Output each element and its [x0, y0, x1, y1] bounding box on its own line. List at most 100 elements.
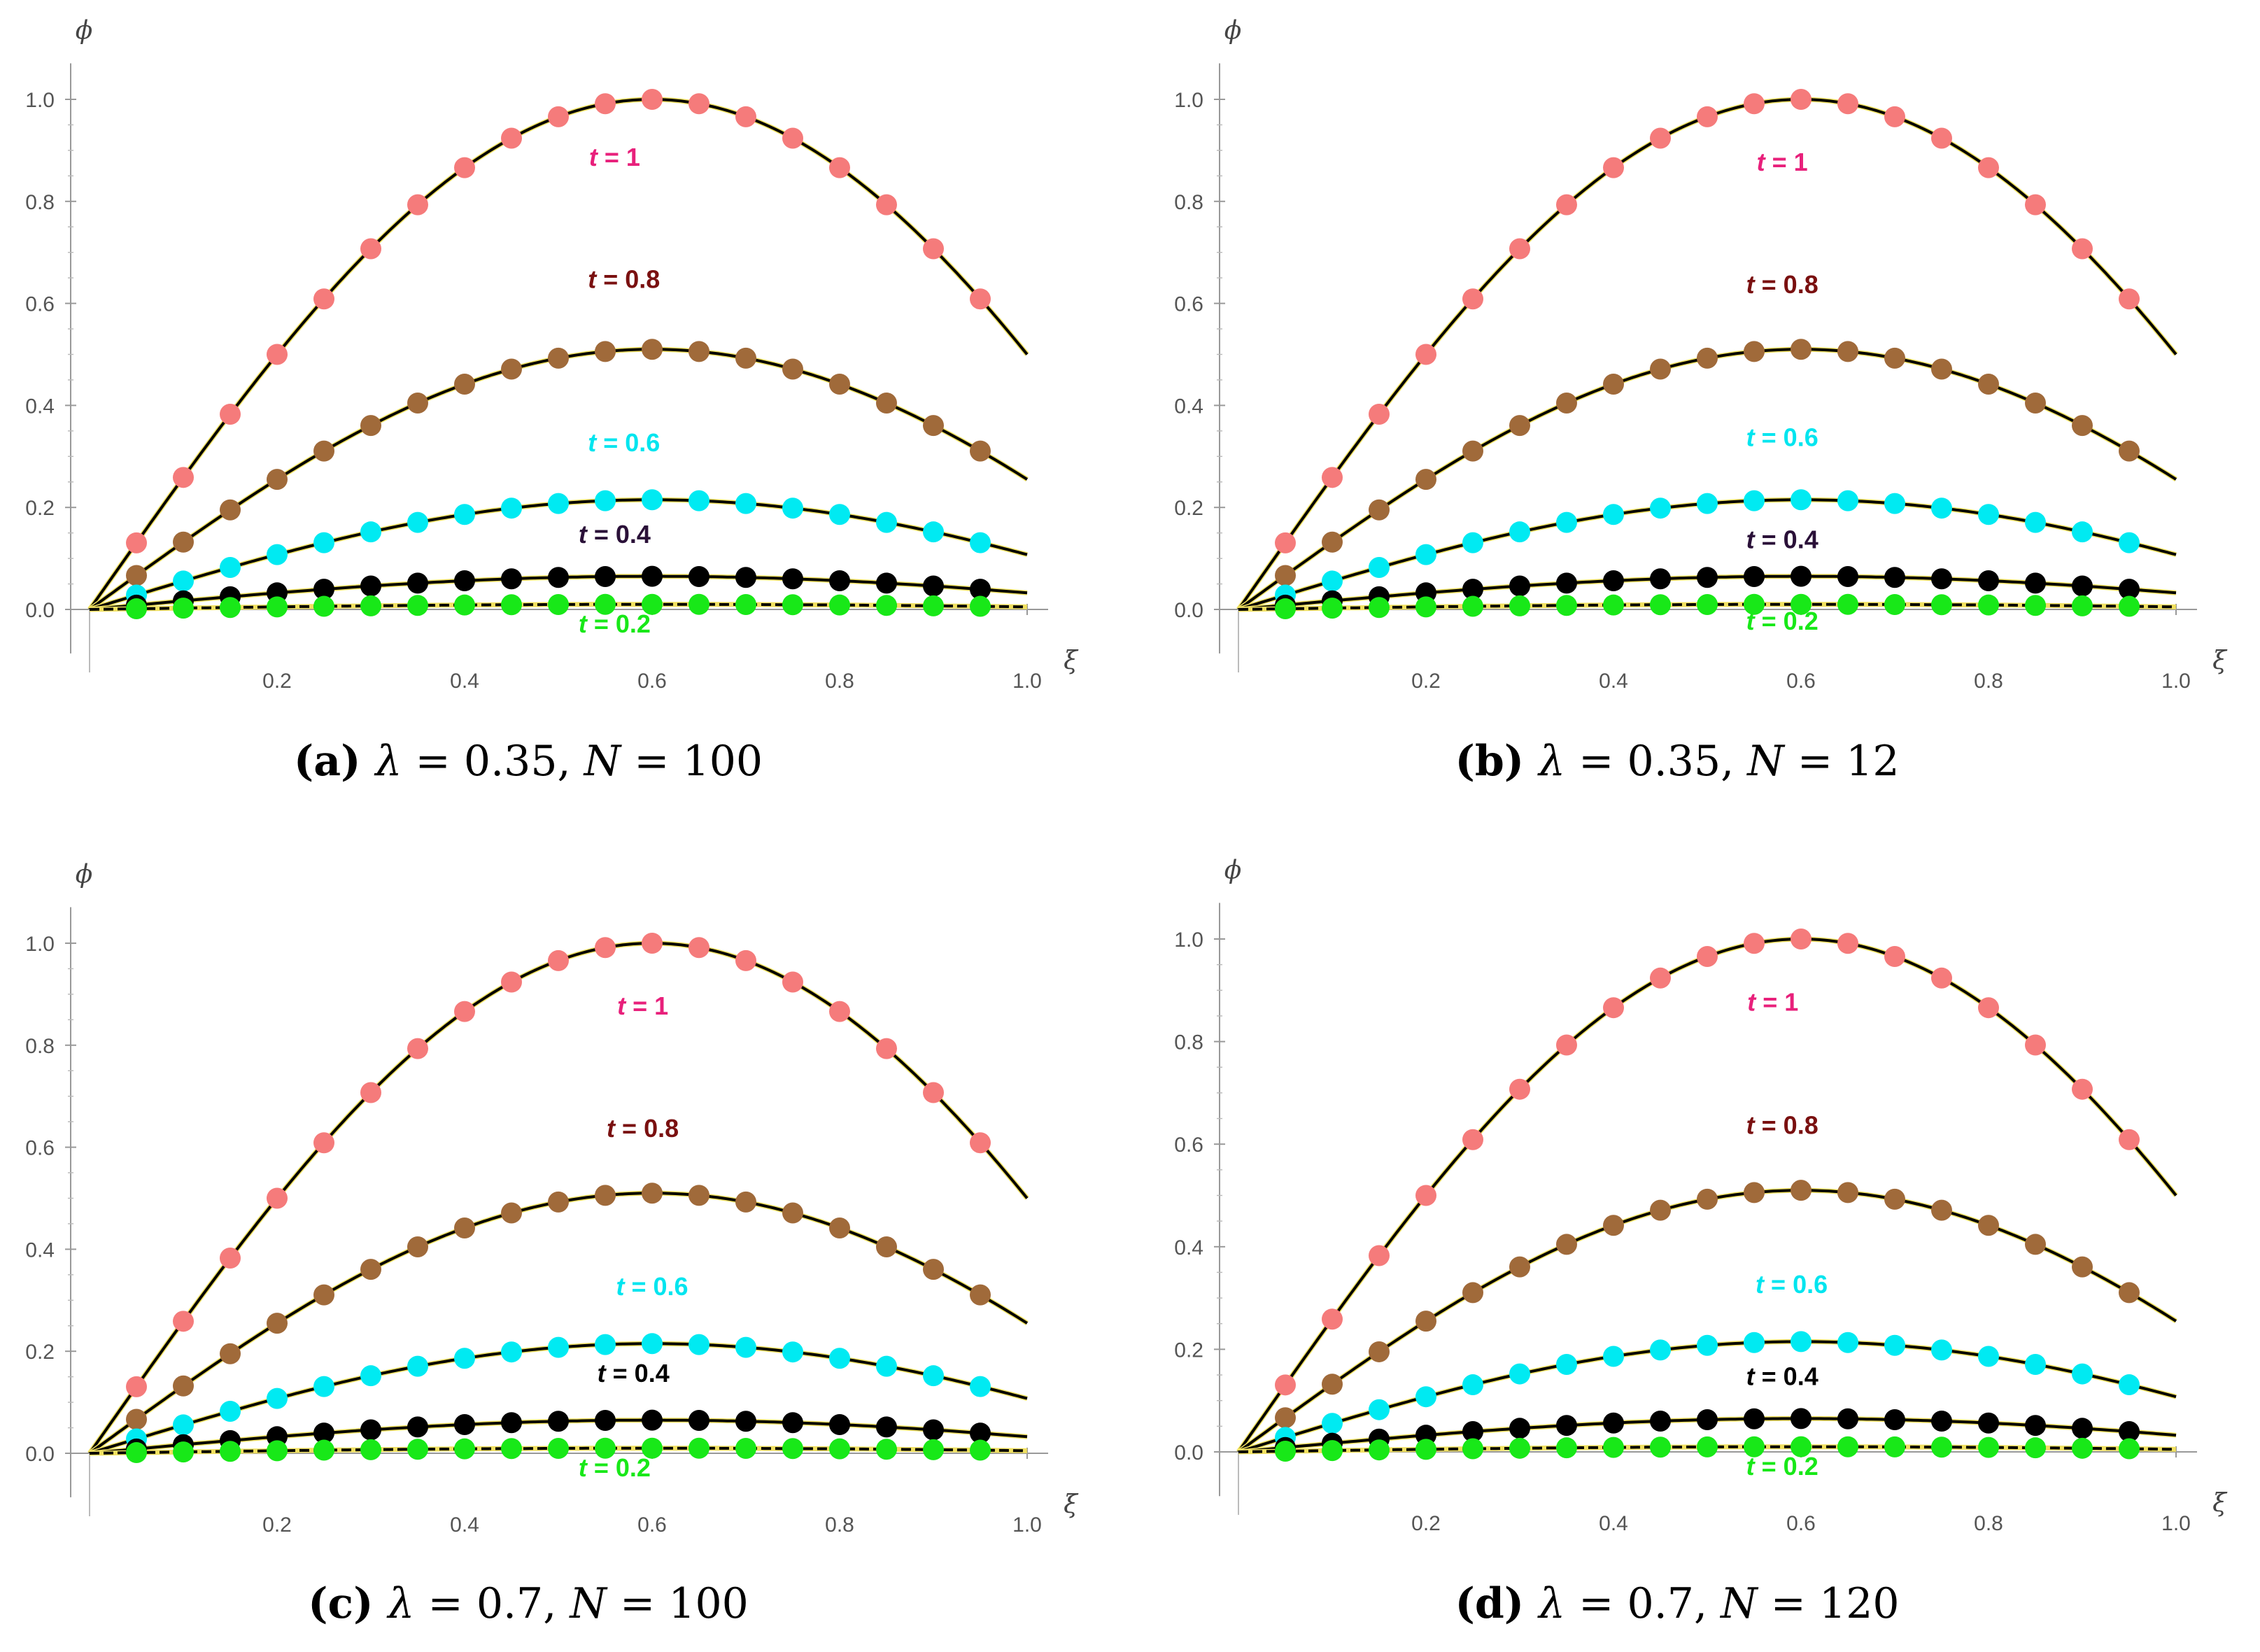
series-label: t = 0.6 — [588, 428, 660, 457]
data-point — [1556, 1415, 1577, 1436]
data-point — [1322, 1308, 1343, 1330]
data-point — [126, 532, 147, 553]
data-point — [360, 1439, 381, 1460]
data-point — [1603, 997, 1624, 1019]
series-label-t: t — [1756, 1270, 1765, 1299]
data-point — [1697, 493, 1718, 514]
data-point — [970, 440, 991, 462]
data-point — [548, 1336, 569, 1358]
data-point — [220, 1401, 241, 1422]
data-point — [688, 93, 709, 115]
caption-n-symbol: N — [583, 737, 635, 786]
panel-caption: (c) λ = 0.7, N = 100 — [308, 1579, 749, 1628]
data-point — [501, 568, 522, 590]
data-point — [1369, 499, 1390, 521]
data-point — [1462, 1438, 1483, 1460]
y-tick-label: 1.0 — [1174, 929, 1203, 952]
data-point — [1837, 1436, 1858, 1457]
data-point — [1369, 1341, 1390, 1362]
series-label-t: t — [1746, 525, 1756, 554]
data-point — [407, 1355, 428, 1377]
data-point — [454, 594, 475, 616]
data-point — [829, 1413, 850, 1435]
data-point — [1744, 1436, 1765, 1457]
data-point — [407, 1416, 428, 1438]
series-label: t = 0.2 — [1746, 1452, 1818, 1481]
data-point — [1697, 347, 1718, 369]
data-point — [548, 1191, 569, 1213]
data-point — [1369, 404, 1390, 425]
data-point — [1744, 1182, 1765, 1203]
data-point — [1509, 415, 1530, 437]
chart-panel-a: 0.2 0.4 0.6 0.8 1.0 0.0 0.2 0.4 0.6 0.8 1.0 ϕ ξ t = 1… — [25, 17, 1079, 786]
series-label-t: t — [1746, 607, 1756, 635]
data-point — [1791, 565, 1811, 587]
data-point — [876, 1236, 897, 1258]
data-point — [923, 575, 944, 597]
data-point — [407, 1236, 428, 1258]
data-point — [454, 374, 475, 395]
data-point — [173, 598, 194, 619]
x-axis-label: ξ — [2212, 647, 2228, 675]
series-label-value: = 1 — [1756, 988, 1798, 1017]
data-point — [454, 504, 475, 525]
data-point — [970, 1132, 991, 1154]
y-tick-label: 0.4 — [1174, 1236, 1203, 1259]
data-point — [1837, 341, 1858, 362]
series-label-t: t — [1746, 1362, 1756, 1391]
data-point — [1415, 1439, 1436, 1460]
caption-lambda-value: = 0.35, — [416, 737, 584, 786]
y-tick-label: 0.0 — [25, 1443, 55, 1466]
data-point — [1462, 440, 1483, 462]
data-point — [1837, 593, 1858, 615]
caption-lambda-symbol: λ — [386, 1579, 428, 1628]
data-point — [1884, 1436, 1905, 1457]
data-point — [1884, 593, 1905, 615]
data-point — [970, 1422, 991, 1444]
data-point — [173, 1311, 194, 1332]
data-point — [2119, 1129, 2140, 1150]
caption-n-value: = 12 — [1798, 737, 1900, 786]
data-point — [1791, 339, 1811, 360]
data-point — [1650, 1410, 1671, 1432]
data-point — [501, 1412, 522, 1434]
data-point — [1650, 1436, 1671, 1458]
data-point — [2072, 575, 2093, 597]
data-point — [1275, 598, 1296, 620]
data-point — [1650, 1339, 1671, 1361]
data-point — [1697, 106, 1718, 127]
data-point — [2025, 511, 2046, 533]
series-label-t: t — [579, 520, 588, 549]
series-label-t: t — [617, 991, 627, 1020]
y-axis-label: ϕ — [1224, 17, 1242, 45]
data-point — [735, 1191, 756, 1213]
data-point — [2119, 532, 2140, 553]
data-point — [1369, 557, 1390, 579]
data-point — [1556, 393, 1577, 414]
series-label: t = 1 — [589, 143, 640, 171]
data-point — [548, 347, 569, 369]
x-tick-label: 0.8 — [1974, 1512, 2003, 1535]
data-point — [360, 1082, 381, 1103]
data-point — [876, 1439, 897, 1460]
data-point — [923, 521, 944, 543]
data-point — [876, 1416, 897, 1438]
data-point — [1556, 1234, 1577, 1255]
chart-panel-b: 0.2 0.4 0.6 0.8 1.0 0.0 0.2 0.4 0.6 0.8 1.0 ϕ ξ t = 1… — [1174, 17, 2228, 786]
series-label-value: = 1 — [626, 991, 668, 1020]
data-point — [782, 358, 803, 380]
data-point — [876, 194, 897, 216]
caption-lambda-value: = 0.35, — [1579, 737, 1747, 786]
data-point — [2072, 1418, 2093, 1439]
data-point — [454, 157, 475, 178]
data-point — [1837, 566, 1858, 588]
data-point — [970, 1284, 991, 1306]
data-point — [595, 490, 616, 511]
x-tick-label: 1.0 — [1012, 1513, 1042, 1537]
data-point — [688, 937, 709, 959]
data-point — [360, 595, 381, 616]
data-point — [688, 1185, 709, 1206]
data-point — [1884, 1409, 1905, 1430]
data-point — [688, 341, 709, 362]
